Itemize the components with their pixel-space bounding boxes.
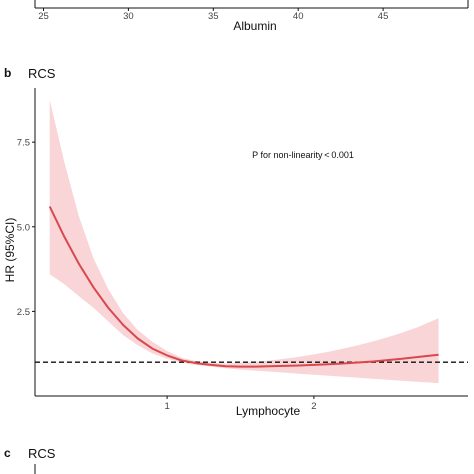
- panel-b: b RCS HR (95%CI) 2.5 5.0 7.5 1 2 P for non-l…: [3, 66, 468, 418]
- panel-a-x-tick-label: 30: [123, 11, 134, 22]
- panel-b-x-axis-title: Lymphocyte: [236, 404, 301, 418]
- panel-b-plot-area: 2.5 5.0 7.5 1 2: [17, 88, 468, 412]
- panel-c-letter: c: [4, 446, 11, 460]
- panel-b-x-tick-label: 1: [164, 401, 169, 412]
- panel-a-x-tick-label: 35: [208, 11, 219, 22]
- panel-b-y-tick-label: 2.5: [17, 307, 30, 318]
- panel-b-y-tick-label: 5.0: [17, 222, 30, 233]
- panel-b-title: RCS: [28, 66, 56, 81]
- ci-band: [49, 99, 439, 384]
- panel-a-x-ticks: 25 30 35 40 45: [38, 8, 388, 22]
- panel-b-x-tick-label: 2: [311, 401, 316, 412]
- panel-c-title: RCS: [28, 446, 56, 461]
- panel-c: c RCS: [4, 446, 56, 474]
- panel-a-x-axis-title: Albumin: [233, 19, 276, 33]
- panel-a-x-tick-label: 45: [378, 11, 389, 22]
- panel-a-x-tick-label: 25: [38, 11, 49, 22]
- hr-curve: [48, 206, 439, 368]
- panel-b-annotation: P for non-linearity < 0.001: [252, 150, 354, 160]
- panel-b-letter: b: [4, 66, 11, 80]
- panel-b-y-tick-label: 7.5: [17, 138, 30, 149]
- panel-a-x-tick-label: 40: [293, 11, 304, 22]
- panel-b-y-axis-title: HR (95%CI): [3, 218, 17, 283]
- panel-a: 25 30 35 40 45 Albumin: [34, 0, 469, 33]
